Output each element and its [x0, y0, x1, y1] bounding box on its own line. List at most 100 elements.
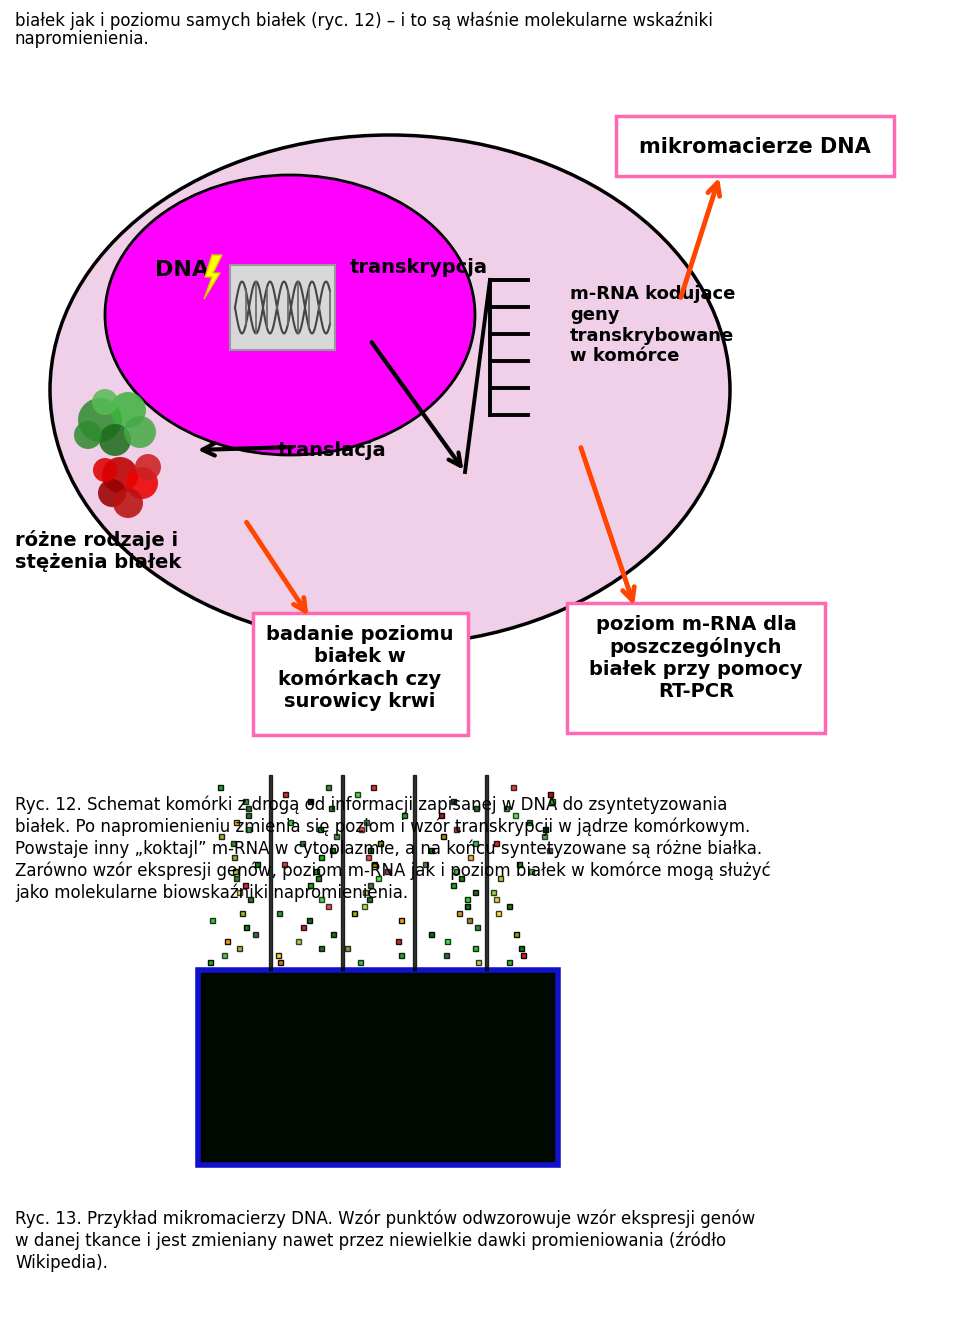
FancyBboxPatch shape	[459, 876, 464, 880]
FancyBboxPatch shape	[330, 933, 336, 937]
FancyBboxPatch shape	[474, 806, 479, 811]
FancyBboxPatch shape	[375, 876, 380, 880]
Circle shape	[102, 457, 138, 493]
Text: m-RNA kodujące
geny
transkrybowane
w komórce: m-RNA kodujące geny transkrybowane w kom…	[570, 285, 735, 366]
Text: translacja: translacja	[278, 441, 387, 460]
FancyBboxPatch shape	[234, 876, 239, 880]
FancyBboxPatch shape	[515, 933, 519, 937]
FancyBboxPatch shape	[520, 953, 526, 958]
Text: w danej tkance i jest zmieniany nawet przez niewielkie dawki promieniowania (źró: w danej tkance i jest zmieniany nawet pr…	[15, 1232, 726, 1250]
FancyBboxPatch shape	[239, 911, 245, 916]
FancyBboxPatch shape	[253, 933, 258, 937]
Circle shape	[98, 480, 126, 506]
FancyBboxPatch shape	[246, 827, 251, 832]
FancyBboxPatch shape	[429, 933, 434, 937]
FancyBboxPatch shape	[254, 862, 259, 867]
Circle shape	[135, 454, 161, 480]
Text: Wikipedia).: Wikipedia).	[15, 1255, 108, 1272]
FancyBboxPatch shape	[307, 918, 312, 923]
FancyBboxPatch shape	[288, 820, 293, 826]
Circle shape	[99, 424, 131, 456]
FancyBboxPatch shape	[473, 946, 478, 951]
FancyBboxPatch shape	[198, 970, 558, 1165]
FancyBboxPatch shape	[248, 896, 253, 902]
FancyBboxPatch shape	[475, 961, 481, 965]
FancyBboxPatch shape	[413, 775, 416, 970]
Text: badanie poziomu
białek w
komórkach czy
surowicy krwi: badanie poziomu białek w komórkach czy s…	[266, 625, 454, 711]
FancyBboxPatch shape	[475, 925, 481, 930]
Circle shape	[92, 389, 118, 415]
FancyBboxPatch shape	[507, 961, 512, 965]
FancyBboxPatch shape	[529, 868, 534, 874]
FancyBboxPatch shape	[329, 806, 334, 811]
FancyBboxPatch shape	[318, 827, 324, 832]
FancyBboxPatch shape	[345, 946, 350, 951]
FancyBboxPatch shape	[451, 799, 456, 804]
FancyBboxPatch shape	[507, 904, 512, 908]
FancyBboxPatch shape	[548, 792, 553, 798]
FancyBboxPatch shape	[440, 814, 444, 818]
FancyBboxPatch shape	[230, 265, 335, 350]
Text: poziom m-RNA dla
poszczególnych
białek przy pomocy
RT-PCR: poziom m-RNA dla poszczególnych białek p…	[589, 615, 803, 701]
FancyBboxPatch shape	[473, 840, 478, 846]
FancyBboxPatch shape	[244, 925, 249, 930]
Text: Ryc. 13. Przykład mikromacierzy DNA. Wzór punktów odwzorowuje wzór ekspresji gen: Ryc. 13. Przykład mikromacierzy DNA. Wzó…	[15, 1210, 756, 1229]
FancyBboxPatch shape	[372, 862, 377, 867]
FancyBboxPatch shape	[547, 848, 552, 852]
Circle shape	[78, 398, 122, 442]
FancyBboxPatch shape	[396, 939, 401, 945]
Circle shape	[124, 415, 156, 448]
FancyBboxPatch shape	[485, 775, 488, 970]
Ellipse shape	[105, 175, 475, 456]
FancyBboxPatch shape	[319, 855, 324, 860]
FancyBboxPatch shape	[454, 827, 459, 832]
FancyBboxPatch shape	[231, 855, 236, 860]
FancyBboxPatch shape	[468, 855, 473, 860]
FancyBboxPatch shape	[378, 840, 383, 846]
Text: Zarówno wzór ekspresji genów, poziom m-RNA jak i poziom białek w komórce mogą sł: Zarówno wzór ekspresji genów, poziom m-R…	[15, 860, 771, 879]
Text: Ryc. 12. Schemat komórki z drogą od informacji zapisanej w DNA do zsyntetyzowani: Ryc. 12. Schemat komórki z drogą od info…	[15, 795, 728, 814]
FancyBboxPatch shape	[237, 890, 242, 895]
FancyBboxPatch shape	[355, 792, 360, 798]
FancyBboxPatch shape	[247, 814, 252, 818]
FancyBboxPatch shape	[363, 890, 368, 895]
FancyBboxPatch shape	[542, 827, 548, 832]
FancyBboxPatch shape	[466, 904, 470, 908]
FancyBboxPatch shape	[222, 953, 227, 958]
FancyBboxPatch shape	[301, 925, 306, 930]
FancyBboxPatch shape	[218, 786, 223, 790]
FancyBboxPatch shape	[444, 953, 449, 958]
FancyBboxPatch shape	[326, 904, 331, 908]
FancyBboxPatch shape	[243, 883, 248, 888]
FancyBboxPatch shape	[402, 814, 407, 818]
FancyBboxPatch shape	[458, 911, 463, 916]
FancyBboxPatch shape	[385, 868, 390, 874]
FancyBboxPatch shape	[496, 911, 501, 916]
Text: napromienienia.: napromienienia.	[15, 29, 150, 48]
Circle shape	[110, 391, 146, 428]
FancyBboxPatch shape	[498, 876, 503, 880]
FancyBboxPatch shape	[307, 883, 313, 888]
FancyBboxPatch shape	[399, 953, 404, 958]
FancyBboxPatch shape	[399, 918, 404, 923]
FancyBboxPatch shape	[232, 868, 238, 874]
FancyBboxPatch shape	[352, 911, 357, 916]
FancyBboxPatch shape	[358, 961, 363, 965]
FancyBboxPatch shape	[451, 883, 456, 888]
FancyBboxPatch shape	[542, 834, 547, 839]
FancyBboxPatch shape	[465, 896, 470, 902]
FancyBboxPatch shape	[429, 848, 434, 852]
FancyBboxPatch shape	[233, 820, 238, 826]
FancyBboxPatch shape	[225, 939, 230, 945]
Circle shape	[74, 421, 102, 449]
FancyBboxPatch shape	[246, 806, 251, 811]
FancyBboxPatch shape	[316, 876, 321, 880]
FancyBboxPatch shape	[308, 799, 314, 804]
FancyBboxPatch shape	[366, 855, 371, 860]
FancyBboxPatch shape	[454, 868, 459, 874]
FancyBboxPatch shape	[527, 820, 533, 826]
Text: białek. Po napromienieniu zmienia się poziom i wzór transkrypcji w jądrze komórk: białek. Po napromienieniu zmienia się po…	[15, 818, 751, 835]
Text: mikromacierze DNA: mikromacierze DNA	[639, 138, 871, 158]
FancyBboxPatch shape	[359, 827, 364, 832]
FancyBboxPatch shape	[367, 896, 372, 902]
